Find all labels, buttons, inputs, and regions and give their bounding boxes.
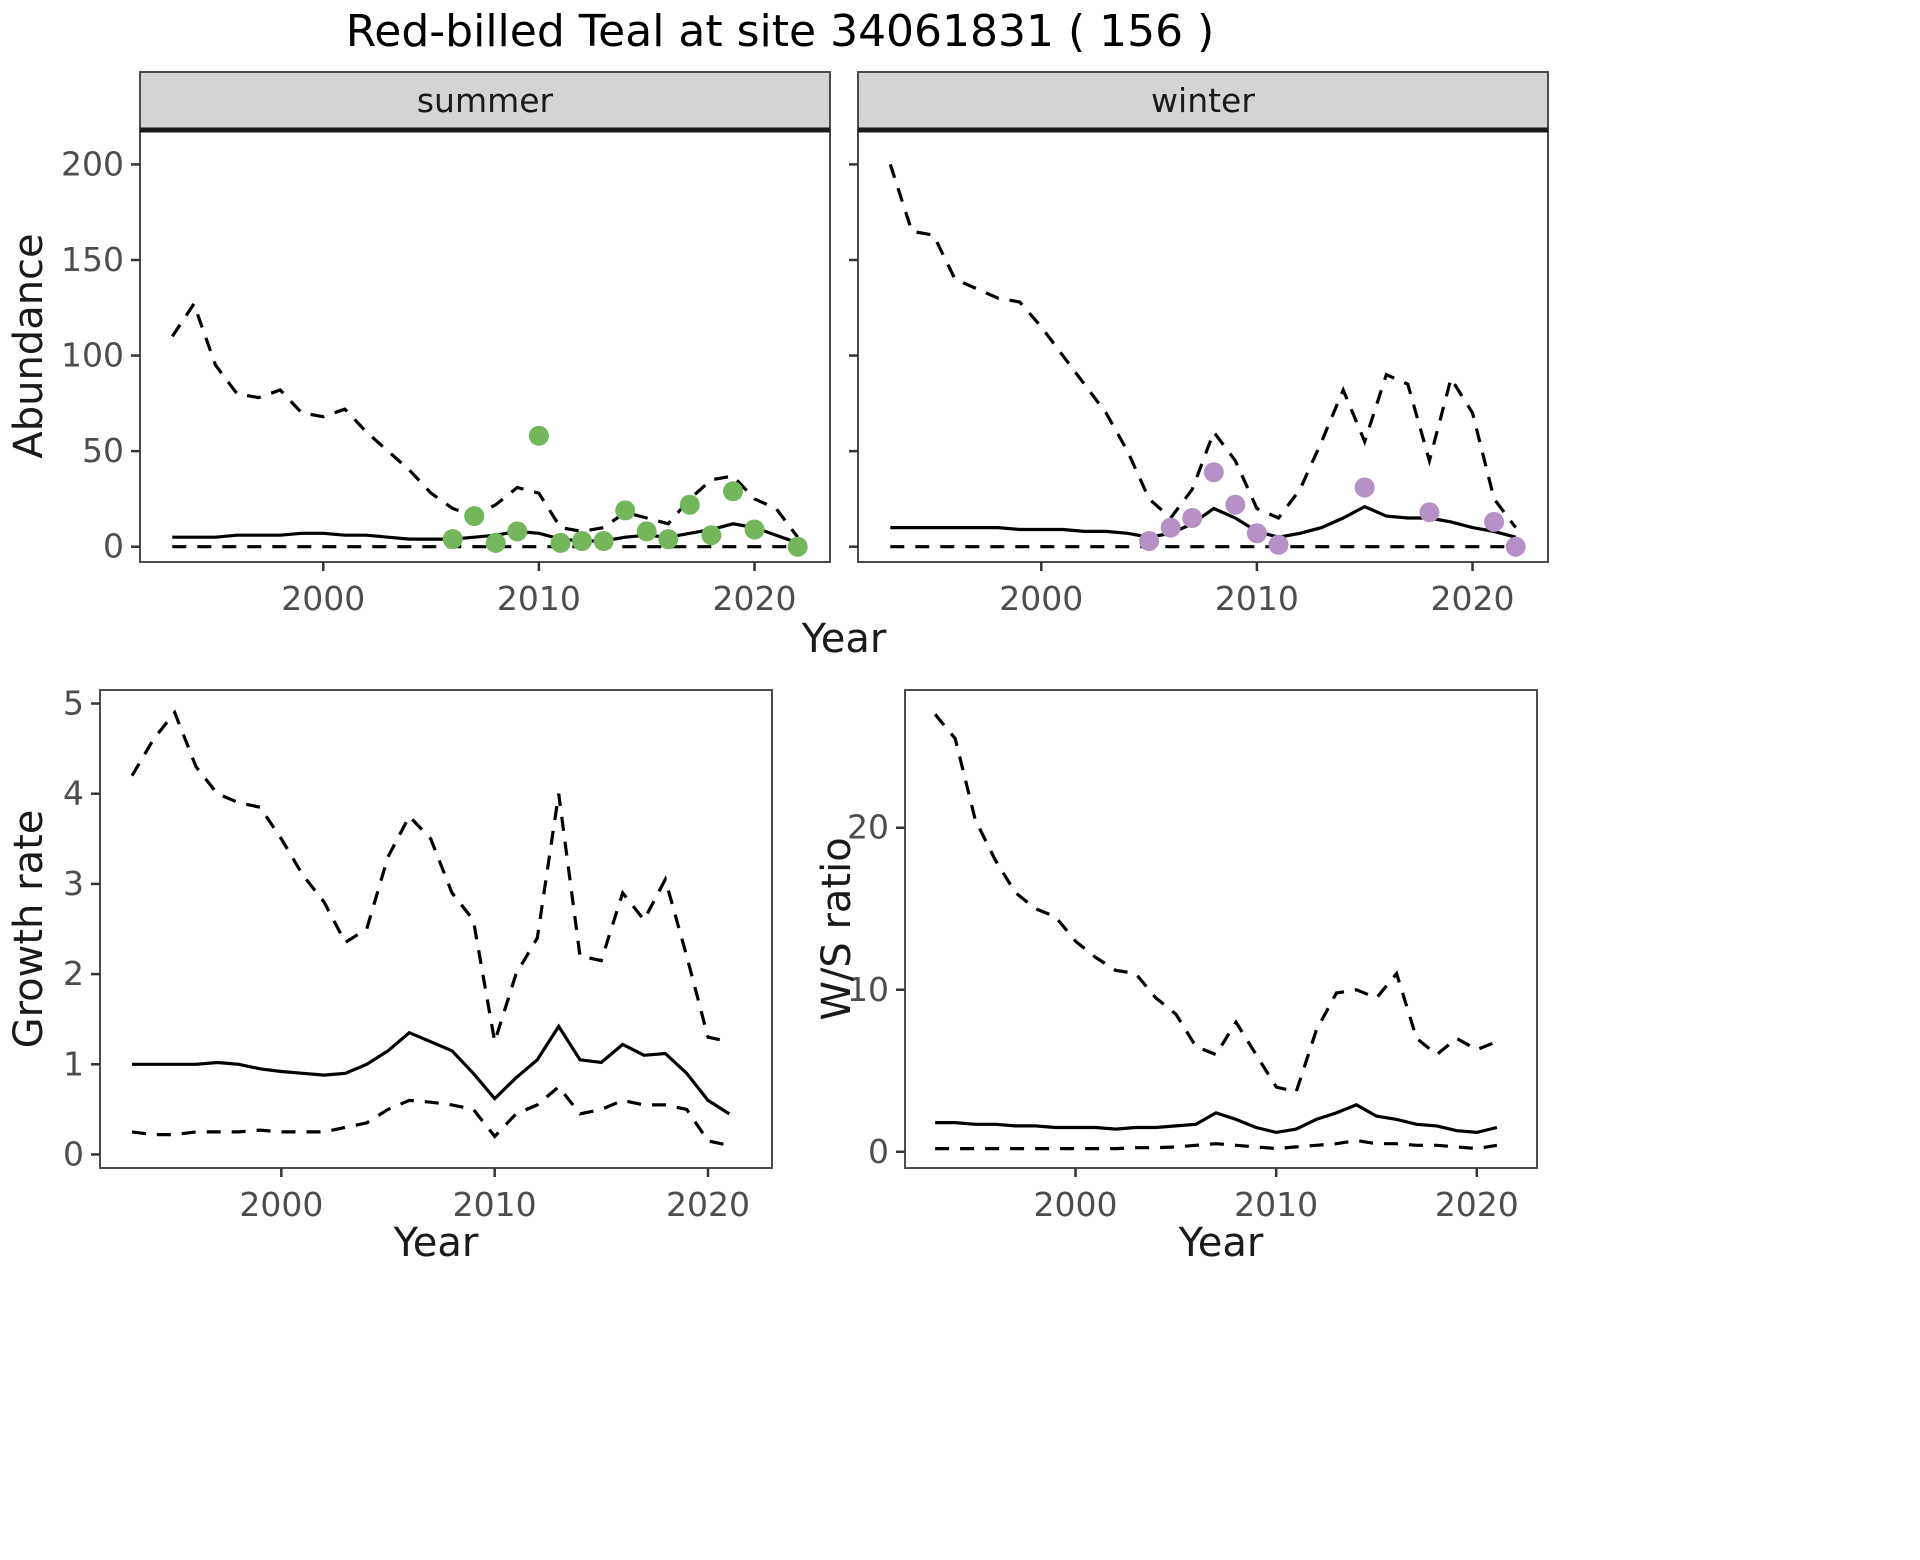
abundance_winter-observation-point [1225,494,1246,515]
abundance_summer-observation-point [485,532,506,553]
x-tick-label: 2010 [1215,579,1299,618]
abundance_winter-observation-point [1139,531,1160,551]
y-tick-label: 50 [82,431,124,470]
abundance_summer-observation-point [744,519,765,540]
abundance_summer-observation-point [550,532,571,553]
y-tick-label: 100 [61,336,124,375]
x-tick-label: 2010 [453,1185,537,1224]
panel-background [857,129,1549,563]
abundance_summer-observation-point [572,531,592,551]
growth_rate-upper_ci-line [130,709,730,1044]
abundance_winter-upper_ci-line [888,163,1517,529]
abundance_summer-observation-point [636,521,657,542]
abundance_summer-observation-point [723,481,743,502]
growth_rate-lower_ci-line [131,1084,730,1148]
facet-strip [857,71,1549,131]
growth-year-x-axis-title: Year [393,1220,479,1266]
x-tick-label: 2020 [1435,1185,1519,1224]
x-tick-label: 2000 [281,579,365,618]
growth_rate-panel: 0 1 2 3 4 5 2000 2010 2020 [63,684,773,1224]
ws_ratio-lower_ci-line [935,1138,1498,1151]
ws_ratio-median-line [935,1103,1498,1135]
abundance_summer-upper_ci-line [170,300,799,539]
abundance_winter-observation-point [1505,536,1526,557]
facet-strip-label: summer [417,81,554,120]
abundance_winter-observation-point [1246,523,1267,544]
abundance_winter-panel: winter 2000 2010 2020 [849,71,1549,618]
panel-background [139,129,831,563]
abundance_winter-median-line [890,504,1517,539]
y-tick-label: 4 [63,774,84,813]
abundance_winter-observation-point [1419,502,1440,523]
abundance_summer-observation-point [658,529,679,550]
x-tick-label: 2020 [1431,579,1515,618]
y-tick-label: 10 [847,970,889,1009]
abundance_summer-observation-point [679,494,700,515]
y-tick-label: 1 [63,1044,84,1083]
ws-year-x-axis-title: Year [1178,1220,1264,1266]
abundance_winter-observation-point [1484,511,1505,532]
top-year-x-axis-title: Year [801,616,887,662]
y-tick-label: 0 [63,1134,84,1173]
x-tick-label: 2000 [999,579,1083,618]
growth_rate-median-line [132,1023,731,1116]
abundance_winter-observation-point [1203,462,1224,483]
y-tick-label: 150 [61,240,124,279]
abundance_summer-observation-point [701,525,722,546]
ws_ratio-upper_ci-line [933,713,1498,1094]
panel-background [99,689,773,1169]
x-tick-label: 2020 [666,1185,750,1224]
abundance_summer-median-line [172,522,799,545]
abundance_summer-observation-point [442,529,463,550]
x-tick-label: 2000 [239,1185,323,1224]
x-tick-label: 2020 [713,579,797,618]
abundance_winter-observation-point [1354,477,1375,498]
chart-title: Red-billed Teal at site 34061831 ( 156 ) [346,6,1215,57]
abundance_summer-observation-point [507,521,528,542]
y-tick-label: 2 [63,954,84,993]
abundance_summer-observation-point [593,531,614,551]
y-tick-label: 0 [868,1132,889,1171]
ws_ratio-panel: 0 10 20 2000 2010 2020 [847,689,1538,1224]
ws-ratio-y-axis-title: W/S ratio [814,837,860,1020]
x-tick-label: 2010 [1234,1185,1318,1224]
facet-strip-label: winter [1151,81,1255,120]
abundance_summer-observation-point [615,500,636,521]
abundance_summer-observation-point [528,425,549,446]
y-tick-label: 200 [61,144,124,183]
abundance_winter-observation-point [1160,517,1181,538]
panel-background [904,689,1538,1169]
abundance_summer-observation-point [464,506,485,527]
x-tick-label: 2000 [1034,1185,1118,1224]
x-tick-label: 2010 [497,579,581,618]
facet-strip [139,71,831,131]
y-tick-label: 20 [847,808,889,847]
growth-rate-y-axis-title: Growth rate [6,810,52,1049]
y-tick-label: 3 [63,864,84,903]
abundance_winter-observation-point [1182,508,1203,528]
abundance_winter-observation-point [1268,534,1289,555]
abundance_summer-observation-point [787,536,808,557]
abundance_summer-panel: summer 0 50 100 150 200 2000 2010 2020 [61,71,831,618]
abundance-y-axis-title: Abundance [6,233,52,458]
y-tick-label: 5 [63,684,84,723]
y-tick-label: 0 [103,527,124,566]
